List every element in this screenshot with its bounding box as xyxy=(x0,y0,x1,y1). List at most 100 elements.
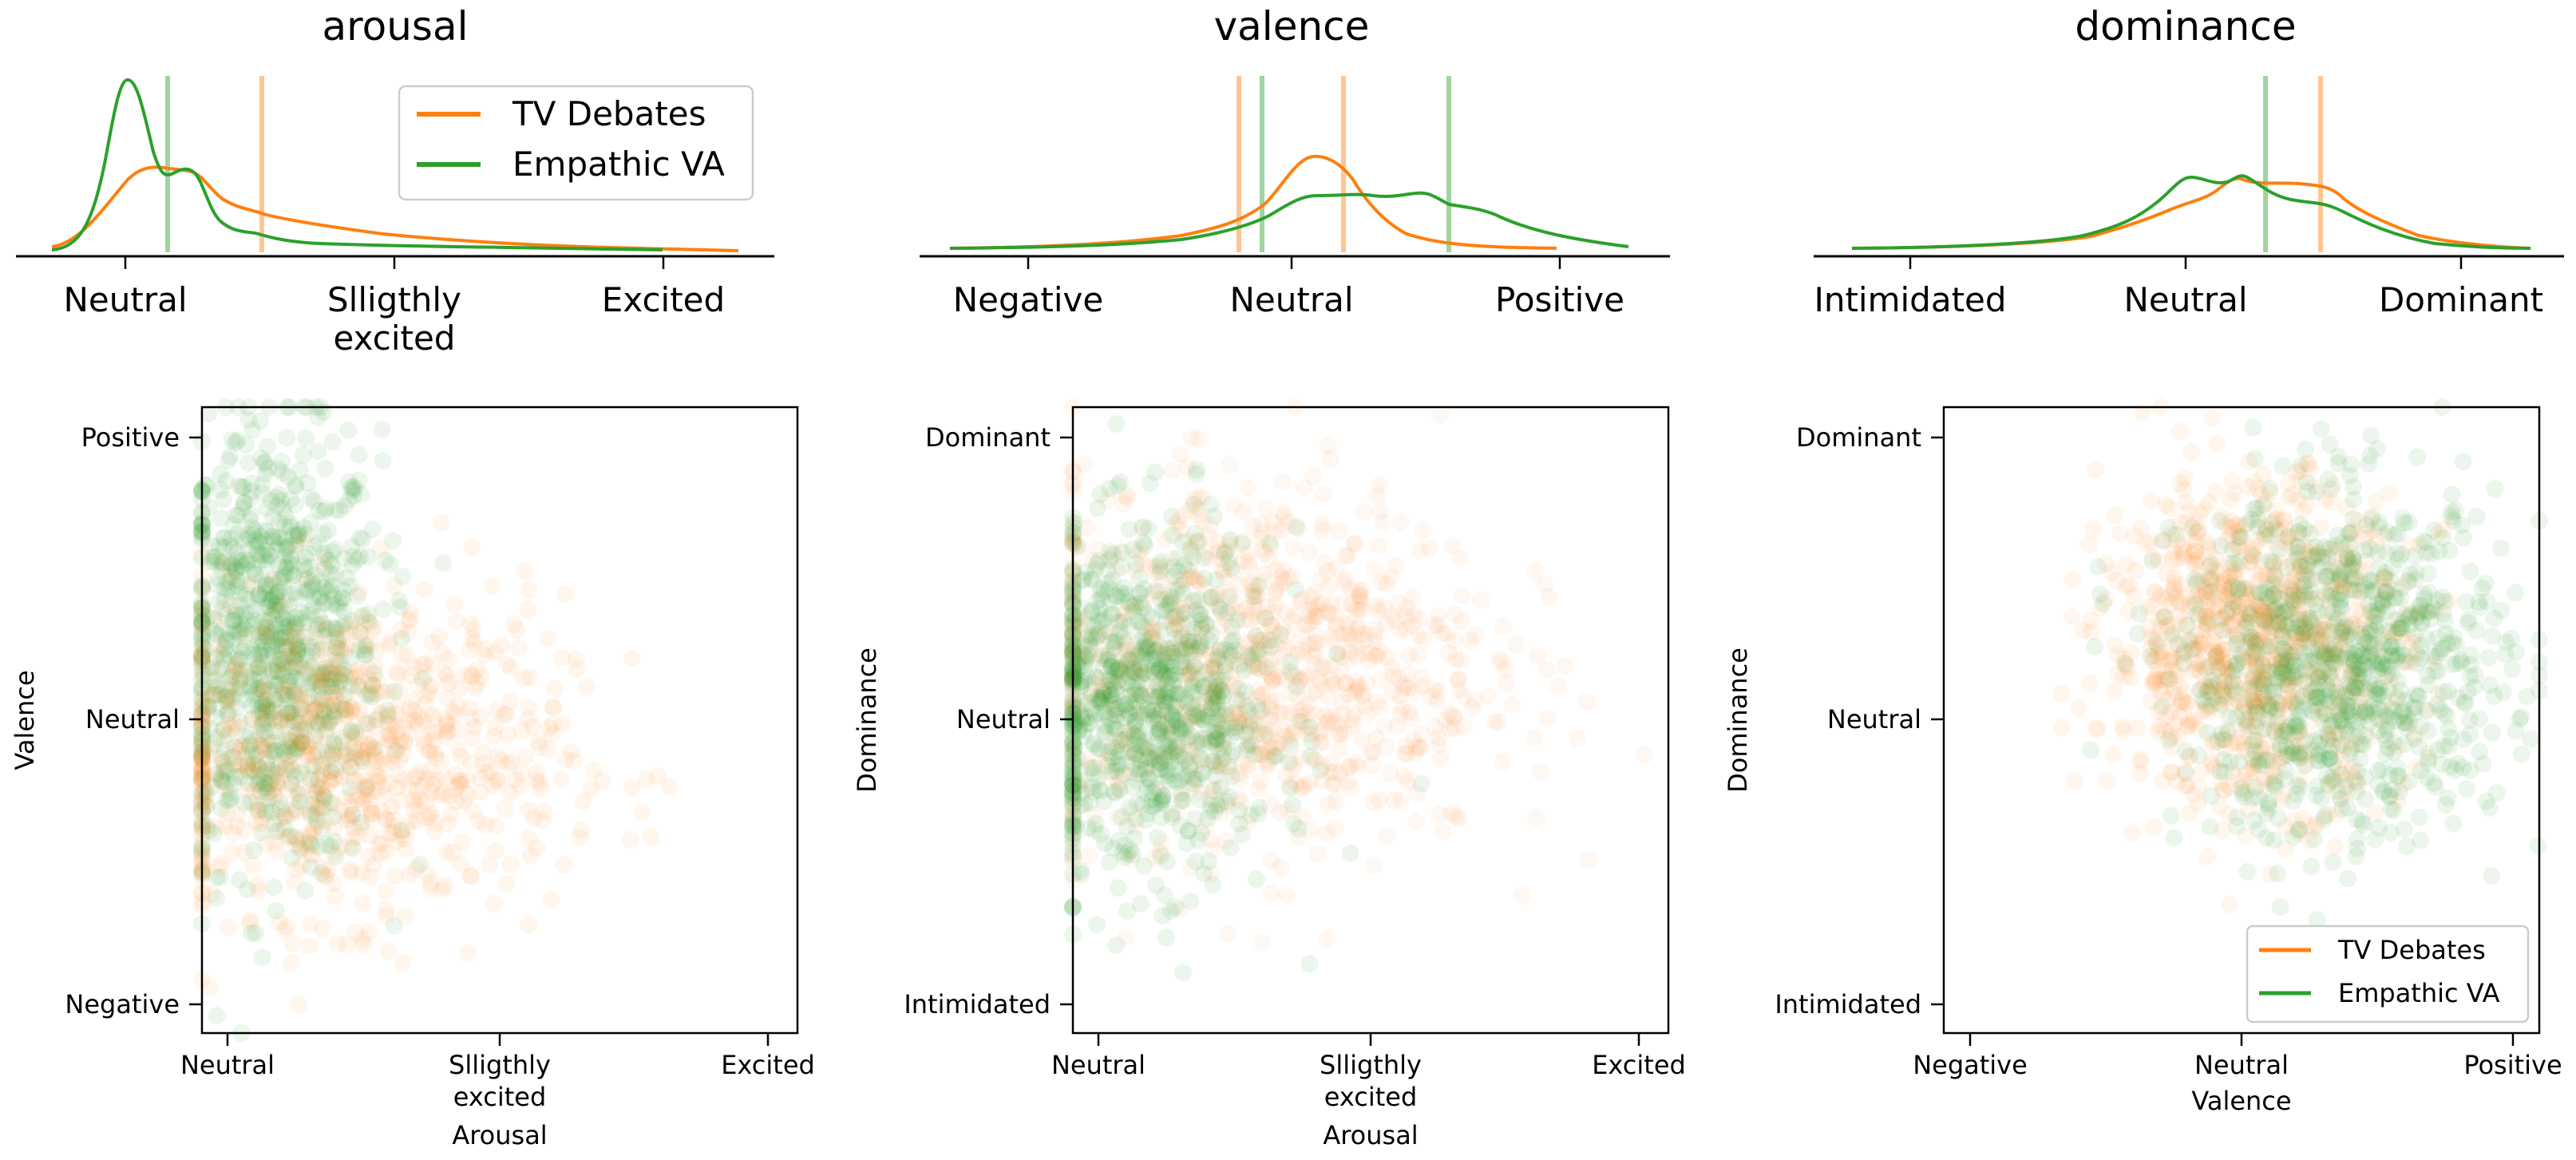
scatter-point xyxy=(311,690,328,707)
scatter-point xyxy=(355,640,374,659)
scatter-point xyxy=(1176,604,1194,622)
scatter-point xyxy=(297,647,315,664)
scatter-point xyxy=(255,722,274,740)
scatter-point xyxy=(255,659,273,678)
valence-ticklabel-positive: Positive xyxy=(1495,280,1624,319)
scatter-point xyxy=(401,865,418,884)
scatter-point xyxy=(223,568,241,586)
scatter-point xyxy=(221,596,239,615)
scatter-point xyxy=(224,688,242,707)
scatter-point xyxy=(258,623,276,640)
scatter-point xyxy=(276,601,295,620)
scatter-point xyxy=(207,625,225,643)
scatter-point xyxy=(280,704,299,722)
scatter-point xyxy=(250,586,268,604)
scatter-point xyxy=(379,942,398,960)
scatter-point xyxy=(1577,693,1596,711)
scatter-point xyxy=(1157,928,1175,947)
scatter-point xyxy=(1342,711,1360,729)
scatter-point xyxy=(205,825,223,843)
scatter-point xyxy=(241,911,259,929)
scatter-point xyxy=(1532,762,1550,781)
scatter-point xyxy=(298,570,316,588)
scatter-point xyxy=(204,548,222,567)
scatter-point xyxy=(268,636,287,654)
scatter-point xyxy=(553,649,572,667)
scatter-point xyxy=(348,551,366,569)
scatter-point xyxy=(1154,787,1173,806)
scatter-point xyxy=(325,819,343,837)
scatter-point xyxy=(2302,857,2321,876)
scatter-point xyxy=(445,596,464,613)
scatter-point xyxy=(291,700,309,719)
scatter-point xyxy=(210,764,228,782)
scatter-point xyxy=(1636,745,1654,763)
scatter-point xyxy=(324,808,342,826)
scatter-point xyxy=(474,744,492,762)
scatter-point xyxy=(338,568,356,587)
scatter-point xyxy=(433,513,451,532)
scatter-point xyxy=(1201,802,1219,820)
scatter-point xyxy=(203,778,221,796)
scatter-point xyxy=(350,472,368,489)
scatter-point xyxy=(546,679,564,698)
scatter-point xyxy=(244,670,263,688)
scatter-point xyxy=(492,751,510,770)
scatter-point xyxy=(304,596,322,615)
scatter-point xyxy=(279,687,297,705)
av-xticklabel-neutral: Neutral xyxy=(180,1050,275,1080)
scatter-point xyxy=(208,626,227,644)
arousal-legend-box xyxy=(398,85,754,201)
scatter-point xyxy=(285,526,303,544)
scatter-point xyxy=(219,726,237,744)
scatter-point xyxy=(1328,645,1346,663)
scatter-point xyxy=(253,570,271,588)
scatter-point xyxy=(515,670,533,687)
scatter-point xyxy=(263,606,282,624)
scatter-point xyxy=(2170,422,2189,441)
scatter-point xyxy=(2052,684,2070,703)
scatter-point xyxy=(270,630,288,648)
scatter-point xyxy=(220,791,239,809)
scatter-point xyxy=(309,408,327,426)
scatter-point xyxy=(229,507,247,525)
scatter-point xyxy=(1209,647,1228,666)
scatter-valence-dominance: Dominant Neutral Intimidated Negative Ne… xyxy=(1723,398,2562,1116)
scatter-point xyxy=(2063,608,2081,626)
scatter-point xyxy=(544,699,562,717)
scatter-point xyxy=(235,494,253,513)
scatter-point xyxy=(204,609,223,628)
scatter-point xyxy=(326,623,345,641)
scatter-point xyxy=(1155,886,1173,905)
scatter-point xyxy=(227,658,245,676)
scatter-point xyxy=(345,480,363,498)
scatter-point xyxy=(287,800,305,818)
scatter-point xyxy=(312,678,330,696)
scatter-point xyxy=(426,814,444,832)
scatter-point xyxy=(313,755,331,774)
scatter-point xyxy=(257,576,275,595)
scatter-point xyxy=(1549,678,1568,696)
scatter-point xyxy=(228,570,246,588)
scatter-point xyxy=(216,742,234,760)
ad-yticklabel-dominant: Dominant xyxy=(925,422,1051,453)
scatter-point xyxy=(254,681,272,699)
scatter-point xyxy=(280,747,299,766)
scatter-point xyxy=(346,724,365,742)
scatter-point xyxy=(267,586,286,604)
scatter-point xyxy=(1216,663,1234,681)
scatter-point xyxy=(1114,494,1133,513)
scatter-point xyxy=(208,1007,226,1025)
scatter-point xyxy=(1168,704,1186,723)
scatter-point xyxy=(267,901,285,920)
scatter-point xyxy=(354,530,372,548)
scatter-point xyxy=(286,583,304,601)
scatter-point xyxy=(2155,608,2174,627)
scatter-point xyxy=(314,525,332,543)
scatter-point xyxy=(279,554,298,572)
scatter-point xyxy=(1219,924,1237,943)
scatter-point xyxy=(450,772,469,790)
scatter-point xyxy=(227,506,245,525)
scatter-point xyxy=(267,616,285,635)
scatter-point xyxy=(259,783,277,802)
